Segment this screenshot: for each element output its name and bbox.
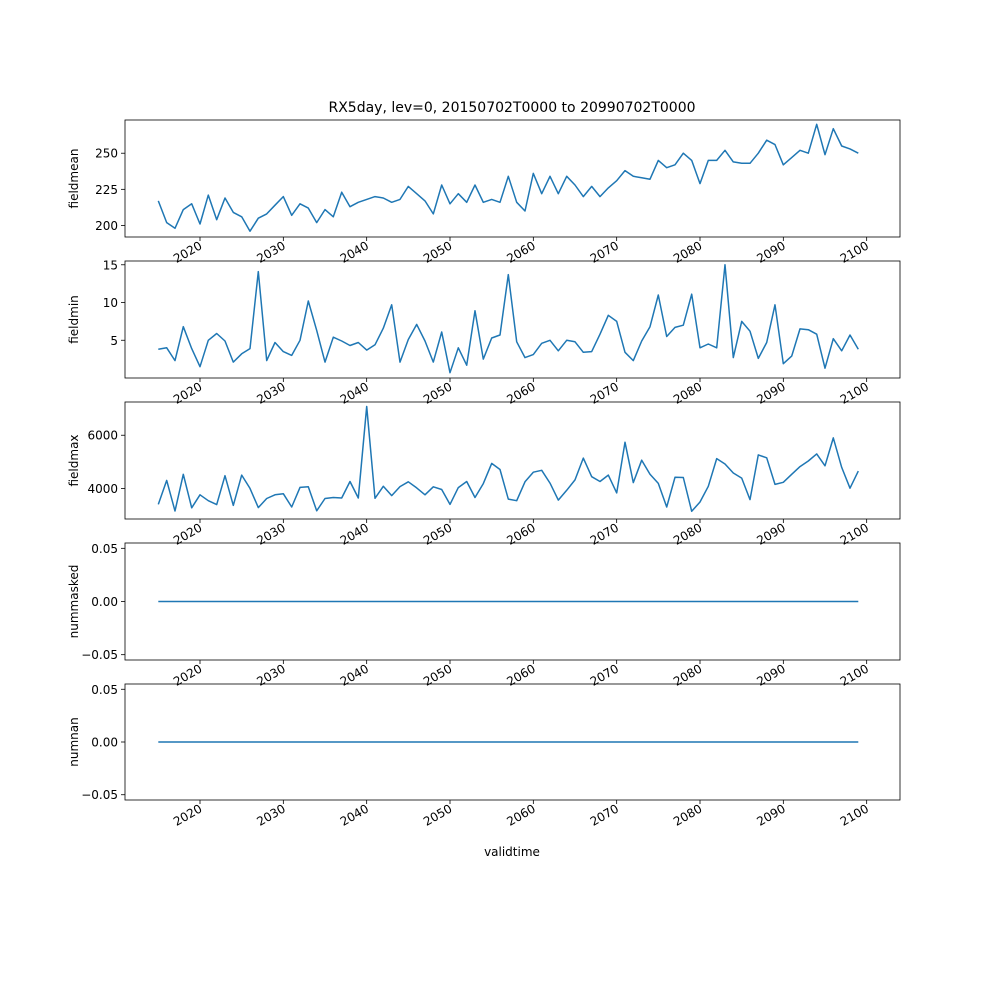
x-tick-label-numnan: 2080 <box>671 801 704 828</box>
x-tick-label-numnan: 2090 <box>754 801 787 828</box>
x-tick-label-fieldmin: 2050 <box>421 379 454 406</box>
plot-frame-fieldmean <box>124 119 901 238</box>
subplot-panels: 200 225 250 fieldmean 2020 2030 2040 2050 2060 20… <box>67 119 901 829</box>
y-tick-label-fieldmean: 250 <box>95 147 118 161</box>
y-tick-label-fieldmean: 225 <box>95 183 118 197</box>
y-axis-label-numnan: numnan <box>67 717 81 766</box>
x-tick-label-nummasked: 2090 <box>754 661 787 688</box>
x-tick-label-nummasked: 2080 <box>671 661 704 688</box>
subplot-nummasked: −0.05 0.00 0.05 nummasked 2020 2030 2040 2050 20… <box>67 542 901 689</box>
x-tick-label-numnan: 2020 <box>171 801 204 828</box>
x-tick-label-fieldmax: 2070 <box>588 520 621 547</box>
x-tick-label-fieldmax: 2060 <box>504 520 537 547</box>
x-tick-label-fieldmax: 2090 <box>754 520 787 547</box>
x-tick-label-fieldmax: 2080 <box>671 520 704 547</box>
x-tick-label-fieldmax: 2050 <box>421 520 454 547</box>
y-axis-label-fieldmin: fieldmin <box>67 295 81 344</box>
x-tick-label-fieldmax: 2020 <box>171 520 204 547</box>
x-tick-label-fieldmin: 2070 <box>588 379 621 406</box>
x-tick-label-fieldmean: 2030 <box>254 238 287 265</box>
y-axis-label-fieldmax: fieldmax <box>67 434 81 486</box>
x-tick-label-fieldmax: 2040 <box>338 520 371 547</box>
y-tick-label-nummasked: 0.05 <box>91 542 118 556</box>
x-tick-label-nummasked: 2040 <box>338 661 371 688</box>
x-tick-label-fieldmean: 2090 <box>754 238 787 265</box>
x-tick-label-fieldmean: 2060 <box>504 238 537 265</box>
plot-frame-fieldmin <box>124 260 901 379</box>
x-tick-label-fieldmin: 2030 <box>254 379 287 406</box>
x-tick-label-fieldmin: 2090 <box>754 379 787 406</box>
y-tick-label-fieldmean: 200 <box>95 219 118 233</box>
y-tick-label-numnan: −0.05 <box>81 788 118 802</box>
x-tick-label-fieldmean: 2020 <box>171 238 204 265</box>
y-tick-label-numnan: 0.05 <box>91 683 118 697</box>
x-tick-label-fieldmax: 2100 <box>838 520 871 547</box>
x-tick-label-numnan: 2100 <box>838 801 871 828</box>
x-tick-label-fieldmean: 2080 <box>671 238 704 265</box>
subplot-fieldmax: 4000 6000 fieldmax 2020 2030 2040 2050 2060 2070… <box>67 401 901 548</box>
series-line-fieldmean <box>157 123 859 232</box>
y-axis-label-nummasked: nummasked <box>67 565 81 639</box>
x-tick-label-fieldmean: 2070 <box>588 238 621 265</box>
y-tick-label-fieldmin: 5 <box>110 334 118 348</box>
x-tick-label-nummasked: 2050 <box>421 661 454 688</box>
y-tick-label-fieldmin: 10 <box>103 296 118 310</box>
x-tick-label-fieldmax: 2030 <box>254 520 287 547</box>
x-tick-label-fieldmin: 2040 <box>338 379 371 406</box>
plot-frame-fieldmax <box>124 401 901 520</box>
x-tick-label-fieldmin: 2020 <box>171 379 204 406</box>
subplot-numnan: −0.05 0.00 0.05 numnan 2020 2030 2040 2050 2060 2… <box>67 683 901 829</box>
y-tick-label-fieldmin: 15 <box>103 258 118 272</box>
x-tick-label-numnan: 2060 <box>504 801 537 828</box>
x-tick-label-fieldmin: 2100 <box>838 379 871 406</box>
subplot-fieldmin: 5 10 15 fieldmin 2020 2030 2040 2050 2060 2070 208… <box>67 258 901 407</box>
x-tick-label-fieldmean: 2040 <box>338 238 371 265</box>
x-tick-label-numnan: 2050 <box>421 801 454 828</box>
y-tick-label-numnan: 0.00 <box>91 736 118 750</box>
y-tick-label-nummasked: 0.00 <box>91 595 118 609</box>
x-tick-label-numnan: 2030 <box>254 801 287 828</box>
y-tick-label-nummasked: −0.05 <box>81 648 118 662</box>
x-tick-label-numnan: 2070 <box>588 801 621 828</box>
x-tick-label-fieldmin: 2080 <box>671 379 704 406</box>
x-tick-label-nummasked: 2100 <box>838 661 871 688</box>
series-line-fieldmax <box>157 405 859 513</box>
subplot-fieldmean: 200 225 250 fieldmean 2020 2030 2040 2050 2060 20… <box>67 119 901 266</box>
x-tick-label-fieldmin: 2060 <box>504 379 537 406</box>
x-tick-label-nummasked: 2060 <box>504 661 537 688</box>
x-tick-label-numnan: 2040 <box>338 801 371 828</box>
y-tick-label-fieldmax: 4000 <box>87 482 118 496</box>
x-tick-label-fieldmean: 2050 <box>421 238 454 265</box>
x-tick-label-fieldmean: 2100 <box>838 238 871 265</box>
series-line-fieldmin <box>158 264 859 374</box>
y-tick-label-fieldmax: 6000 <box>87 429 118 443</box>
x-tick-label-nummasked: 2020 <box>171 661 204 688</box>
x-tick-label-nummasked: 2030 <box>254 661 287 688</box>
x-tick-label-nummasked: 2070 <box>588 661 621 688</box>
figure-title: RX5day, lev=0, 20150702T0000 to 20990702… <box>328 100 695 116</box>
y-axis-label-fieldmean: fieldmean <box>67 149 81 209</box>
x-axis-label: validtime <box>484 845 540 859</box>
